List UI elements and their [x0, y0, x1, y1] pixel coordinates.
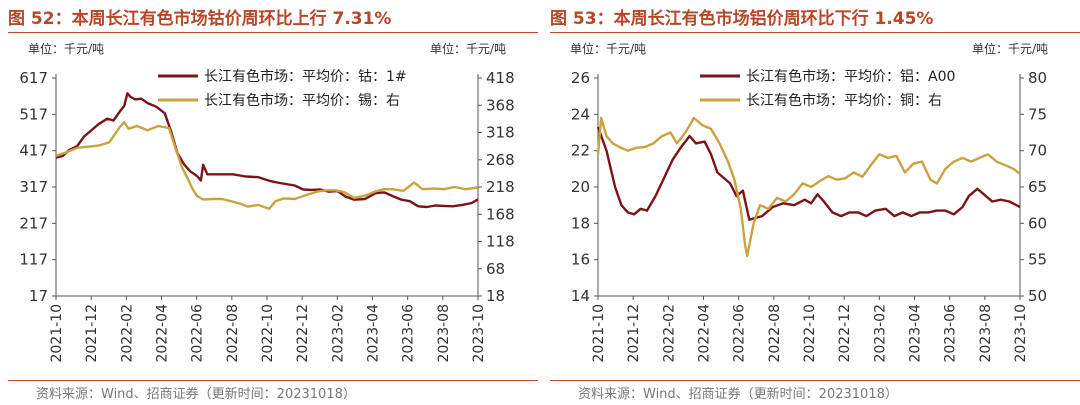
series-line-2	[596, 116, 1021, 258]
x-tick-label: 2022-06	[190, 304, 206, 363]
x-tick-label: 2023-10	[471, 304, 487, 363]
y-right-tick-label: 118	[486, 233, 515, 251]
series-line-2	[55, 120, 479, 210]
y-right-tick-label: 68	[486, 260, 505, 278]
chart-title: 图 52：本周长江有色市场钴价周环比上行 7.31%	[8, 9, 392, 29]
x-tick-label: 2022-06	[732, 304, 748, 363]
y-right-tick-label: 55	[1028, 251, 1047, 269]
y-left-tick-label: 617	[19, 69, 48, 87]
y-left-tick-label: 317	[19, 178, 48, 196]
x-tick-label: 2023-02	[872, 304, 888, 363]
x-tick-label: 2023-04	[366, 304, 382, 363]
x-tick-label: 2022-04	[697, 304, 713, 363]
y-right-tick-label: 318	[486, 124, 515, 142]
x-tick-label: 2023-04	[908, 304, 924, 363]
y-right-tick-label: 60	[1028, 214, 1047, 232]
x-tick-label: 2023-06	[943, 304, 959, 363]
x-tick-label: 2021-12	[84, 304, 100, 363]
y-right-tick-label: 80	[1028, 69, 1047, 87]
y-left-tick-label: 22	[571, 142, 590, 160]
x-tick-label: 2021-10	[591, 304, 607, 363]
line-chart-aluminum-copper: 14 16 18 20 22 24 26 50 55 60 65 70 75 80 2021-10 2021-…	[571, 68, 1047, 363]
y-left-tick-label: 117	[19, 251, 48, 269]
x-tick-label: 2023-08	[436, 304, 452, 363]
y-right-tick-label: 168	[486, 205, 515, 223]
y-left-tick-label: 217	[19, 214, 48, 232]
y-left-tick-label: 18	[571, 214, 590, 232]
x-tick-label: 2021-10	[49, 304, 65, 363]
x-tick-label: 2022-12	[295, 304, 311, 363]
y-left-tick-label: 24	[571, 105, 590, 123]
x-tick-label: 2022-04	[155, 304, 171, 363]
source-note: 资料来源：Wind、招商证券（更新时间：20231018）	[36, 387, 356, 402]
x-tick-label: 2022-02	[119, 304, 135, 363]
x-tick-label: 2022-02	[661, 304, 677, 363]
x-tick-label: 2022-10	[260, 304, 276, 363]
chart-title: 图 53：本周长江有色市场铝价周环比下行 1.45%	[550, 9, 934, 29]
x-tick-label: 2023-10	[1013, 304, 1029, 363]
legend-label: 长江有色市场：平均价：钴：1#	[204, 68, 407, 85]
y-left-tick-label: 417	[19, 142, 48, 160]
source-rule	[550, 380, 1080, 381]
chart-panel-aluminum: 图 53：本周长江有色市场铝价周环比下行 1.45% 单位：千元/吨 单位：千元…	[550, 0, 1080, 405]
y-right-tick-label: 368	[486, 96, 515, 114]
source-rule	[8, 380, 538, 381]
x-tick-label: 2022-08	[767, 304, 783, 363]
x-tick-label: 2023-08	[978, 304, 994, 363]
y-right-tick-label: 50	[1028, 287, 1047, 305]
y-right-tick-label: 75	[1028, 105, 1047, 123]
y-right-tick-label: 18	[486, 287, 505, 305]
line-chart-cobalt-tin: 17 117 217 317 417 517 617 18 68 118 168 218 268 318 3…	[19, 68, 515, 363]
right-axis-unit: 单位：千元/吨	[971, 42, 1048, 56]
y-left-tick-label: 17	[29, 287, 48, 305]
title-rule	[550, 32, 1080, 33]
y-right-tick-label: 418	[486, 69, 515, 87]
x-tick-label: 2022-12	[837, 304, 853, 363]
y-right-tick-label: 268	[486, 151, 515, 169]
left-axis-unit: 单位：千元/吨	[570, 42, 647, 56]
left-axis-unit: 单位：千元/吨	[28, 42, 105, 56]
y-left-tick-label: 16	[571, 251, 590, 269]
chart-panel-cobalt: 图 52：本周长江有色市场钴价周环比上行 7.31% 单位：千元/吨 单位：千元…	[8, 0, 538, 405]
legend-label: 长江有色市场：平均价：铜：右	[746, 92, 942, 109]
y-left-tick-label: 517	[19, 105, 48, 123]
series-line-1	[596, 126, 1021, 221]
y-right-tick-label: 70	[1028, 142, 1047, 160]
legend-label: 长江有色市场：平均价：铝：A00	[746, 68, 955, 85]
y-left-tick-label: 20	[571, 178, 590, 196]
series-line-1	[55, 92, 479, 209]
right-axis-unit: 单位：千元/吨	[429, 42, 506, 56]
source-note: 资料来源：Wind、招商证券（更新时间：20231018）	[578, 387, 898, 402]
x-tick-label: 2023-02	[330, 304, 346, 363]
y-left-tick-label: 26	[571, 69, 590, 87]
y-right-tick-label: 218	[486, 178, 515, 196]
x-tick-label: 2022-10	[802, 304, 818, 363]
x-tick-label: 2023-06	[401, 304, 417, 363]
y-left-tick-label: 14	[571, 287, 590, 305]
y-right-tick-label: 65	[1028, 178, 1047, 196]
x-tick-label: 2021-12	[626, 304, 642, 363]
title-rule	[8, 32, 538, 33]
x-tick-label: 2022-08	[225, 304, 241, 363]
legend-label: 长江有色市场：平均价：锡：右	[204, 92, 400, 109]
